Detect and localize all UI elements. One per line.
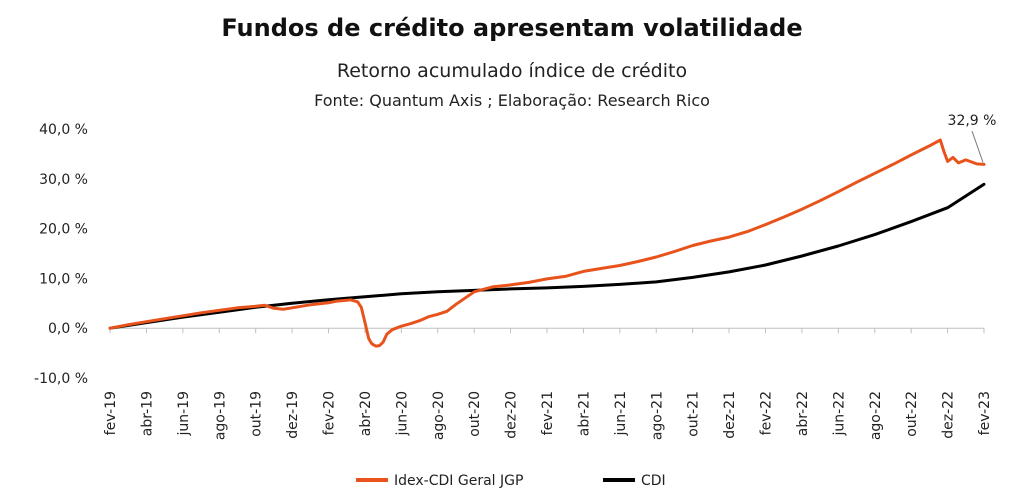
x-tick-label: fev-23 bbox=[977, 391, 993, 435]
y-tick-label: 10,0 % bbox=[39, 271, 88, 287]
chart-series bbox=[108, 138, 986, 348]
x-tick-label: out-20 bbox=[467, 391, 483, 437]
chart-axes bbox=[109, 327, 985, 334]
x-tick-label: ago-19 bbox=[212, 391, 228, 440]
y-tick-label: 0,0 % bbox=[48, 321, 88, 337]
chart-source: Fonte: Quantum Axis ; Elaboração: Resear… bbox=[314, 91, 710, 110]
x-tick-label: fev-20 bbox=[322, 391, 338, 435]
y-tick-label: 30,0 % bbox=[39, 172, 88, 188]
chart-subtitle: Retorno acumulado índice de crédito bbox=[336, 60, 688, 82]
x-tick-label: fev-19 bbox=[103, 391, 119, 435]
x-tick-label: abr-21 bbox=[576, 391, 592, 436]
last-value-annotation: 32,9 % bbox=[948, 113, 997, 129]
x-tick-label: ago-20 bbox=[431, 391, 447, 440]
x-tick-label: abr-22 bbox=[795, 391, 811, 436]
x-tick-label: jun-21 bbox=[613, 391, 629, 437]
x-tick-label: jun-20 bbox=[394, 391, 410, 437]
x-tick-label: out-19 bbox=[249, 391, 265, 437]
legend-item-idex-cdi-label: Idex-CDI Geral JGP bbox=[394, 473, 523, 489]
chart-title: Fundos de crédito apresentam volatilidad… bbox=[221, 14, 803, 42]
annotation-leader-line bbox=[971, 130, 984, 163]
x-tick-label: fev-22 bbox=[759, 391, 775, 435]
y-tick-label: 40,0 % bbox=[39, 122, 88, 138]
x-tick-label: ago-22 bbox=[868, 391, 884, 440]
x-tick-label: ago-21 bbox=[649, 391, 665, 440]
x-tick-label: abr-19 bbox=[139, 391, 155, 436]
y-tick-label: -10,0 % bbox=[34, 371, 88, 387]
x-tick-label: out-22 bbox=[904, 391, 920, 437]
x-tick-label: abr-20 bbox=[358, 391, 374, 436]
chart-labels: -10,0 % 0,0 % 10,0 % 20,0 % 30,0 % 40,0 % fev-… bbox=[34, 113, 996, 440]
x-tick-label: dez-19 bbox=[285, 391, 301, 439]
x-tick-label: dez-22 bbox=[941, 391, 957, 439]
x-tick-label: jun-22 bbox=[831, 391, 847, 437]
x-tick-label: dez-20 bbox=[504, 391, 520, 439]
x-tick-label: jun-19 bbox=[176, 391, 192, 437]
x-tick-label: out-21 bbox=[686, 391, 702, 437]
x-tick-label: dez-21 bbox=[722, 391, 738, 439]
legend-item-cdi-label: CDI bbox=[641, 473, 666, 489]
y-tick-label: 20,0 % bbox=[39, 222, 88, 238]
x-tick-label: fev-21 bbox=[540, 391, 556, 435]
chart-legend: Idex-CDI Geral JGP CDI bbox=[356, 473, 666, 489]
series-line-idex-cdi bbox=[108, 138, 986, 348]
